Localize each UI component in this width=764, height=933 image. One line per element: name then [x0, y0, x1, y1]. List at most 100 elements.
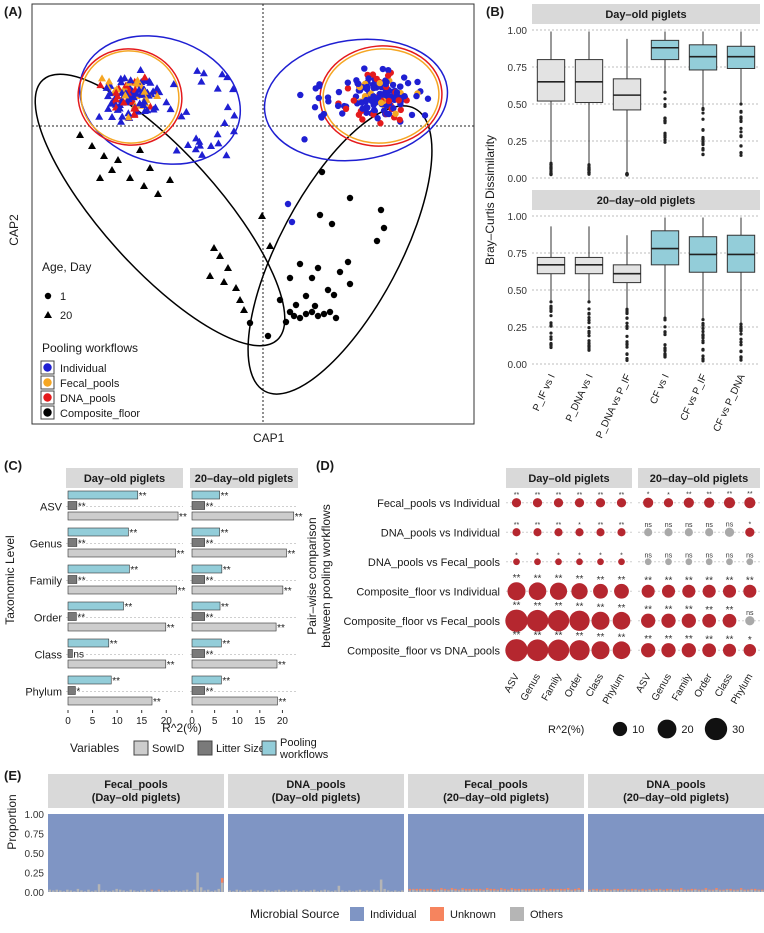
scatter-point-composite-day1 — [346, 280, 354, 288]
bar-others — [408, 890, 412, 892]
facet-title-line: (Day–old piglets) — [272, 792, 361, 804]
bar-unknown — [644, 889, 648, 891]
y-tick-label: 1.00 — [508, 26, 528, 37]
dot-label: ** — [726, 605, 734, 616]
box-outlier — [587, 307, 591, 311]
dot — [705, 558, 713, 566]
scatter-point-day1 — [363, 96, 370, 104]
legend-label: SowID — [152, 743, 184, 755]
bar-label: ** — [206, 613, 214, 624]
bar-others — [436, 890, 440, 892]
bar-unknown — [150, 889, 154, 891]
y-tick-label: Genus — [30, 539, 63, 551]
bar-others — [496, 890, 500, 892]
dot-label: ns — [746, 610, 754, 617]
box-outlier — [587, 318, 591, 322]
bar-unknown — [436, 889, 440, 891]
scatter-point-day20 — [191, 145, 200, 153]
scatter-point-day20 — [230, 111, 239, 119]
scatter-point-day20 — [136, 65, 145, 73]
dot-label: * — [557, 552, 560, 559]
box-outlier — [549, 331, 553, 335]
box-outlier — [701, 140, 705, 144]
scatter-point-day1 — [382, 80, 389, 88]
box-outlier — [625, 358, 629, 363]
scatter-point-composite-day20 — [146, 164, 154, 171]
box-outlier — [739, 102, 743, 106]
bar-label: ** — [77, 613, 85, 624]
bar-label: ** — [78, 576, 86, 587]
bar-others — [563, 890, 566, 892]
box-outlier — [625, 345, 629, 349]
bar-others — [122, 890, 125, 892]
dot — [555, 558, 562, 566]
scatter-point-day1 — [363, 83, 371, 91]
scatter-point-day20 — [140, 87, 149, 95]
bar-others — [400, 890, 404, 892]
bar-others — [154, 891, 157, 892]
dot-label: ** — [535, 522, 541, 529]
box-outlier — [701, 339, 705, 343]
box-outlier — [587, 321, 591, 325]
bar-unknown — [662, 889, 665, 891]
bar-unknown — [503, 888, 507, 891]
bar-others — [602, 889, 606, 892]
dot — [726, 558, 733, 566]
bar — [67, 564, 130, 574]
scatter-point-day1 — [312, 85, 319, 92]
bar-others — [725, 889, 729, 892]
scatter-point-composite-day20 — [216, 252, 224, 259]
x-tick-label: Order — [563, 671, 586, 699]
scatter-point-day20 — [96, 81, 105, 89]
bar-label: * — [76, 687, 80, 698]
bar-others — [316, 891, 320, 892]
scatter-point-day20 — [195, 137, 204, 145]
dot-label: ** — [746, 576, 754, 587]
bar-others — [178, 891, 182, 892]
bar-unknown — [599, 889, 602, 891]
facet-title-line: (20–day–old piglets) — [623, 792, 729, 804]
box-outlier — [701, 318, 705, 322]
bar-others — [242, 891, 246, 892]
box-outlier — [663, 104, 667, 108]
dot-label: ** — [534, 630, 542, 641]
bar-others — [284, 890, 288, 892]
scatter-point-composite-day20 — [232, 284, 240, 291]
bar-others — [341, 890, 344, 892]
bar-others — [613, 889, 616, 892]
scatter-point-day20 — [169, 80, 178, 88]
bar-others — [580, 890, 584, 892]
size-legend-label: 10 — [632, 724, 644, 736]
bar-label: ** — [178, 586, 186, 597]
box-outlier — [739, 119, 743, 123]
bar-others — [270, 891, 274, 892]
dot-label: ** — [705, 576, 713, 587]
bar-label: ** — [221, 602, 229, 613]
bar-others — [397, 891, 400, 892]
dot — [528, 582, 547, 601]
dot-label: ** — [685, 634, 693, 645]
dot-label: ** — [598, 492, 604, 499]
legend-label-line: Litter Size — [216, 743, 265, 755]
dot — [505, 639, 528, 662]
dot-label: ** — [726, 576, 734, 587]
bar — [191, 612, 205, 621]
size-legend-title: R^2(%) — [548, 724, 584, 736]
bar-others — [344, 891, 348, 892]
scatter-point-day1 — [421, 112, 429, 119]
scatter-point-day1 — [379, 65, 387, 73]
bar-unknown — [760, 889, 764, 891]
y-tick-label: Fecal_pools vs Individual — [377, 498, 500, 510]
dot-label: ** — [556, 492, 562, 499]
bar-unknown — [464, 888, 468, 891]
scatter-point-day20 — [222, 151, 231, 159]
box-outlier — [739, 340, 743, 344]
box-outlier — [587, 316, 591, 320]
box-outlier — [549, 344, 553, 348]
bar-others — [665, 890, 669, 892]
y-tick-label: 0.50 — [25, 849, 45, 860]
bar-label: ** — [112, 676, 120, 687]
dot-label: ** — [705, 634, 713, 645]
scatter-point-day20 — [112, 85, 121, 93]
scatter-point-day1 — [385, 92, 393, 100]
